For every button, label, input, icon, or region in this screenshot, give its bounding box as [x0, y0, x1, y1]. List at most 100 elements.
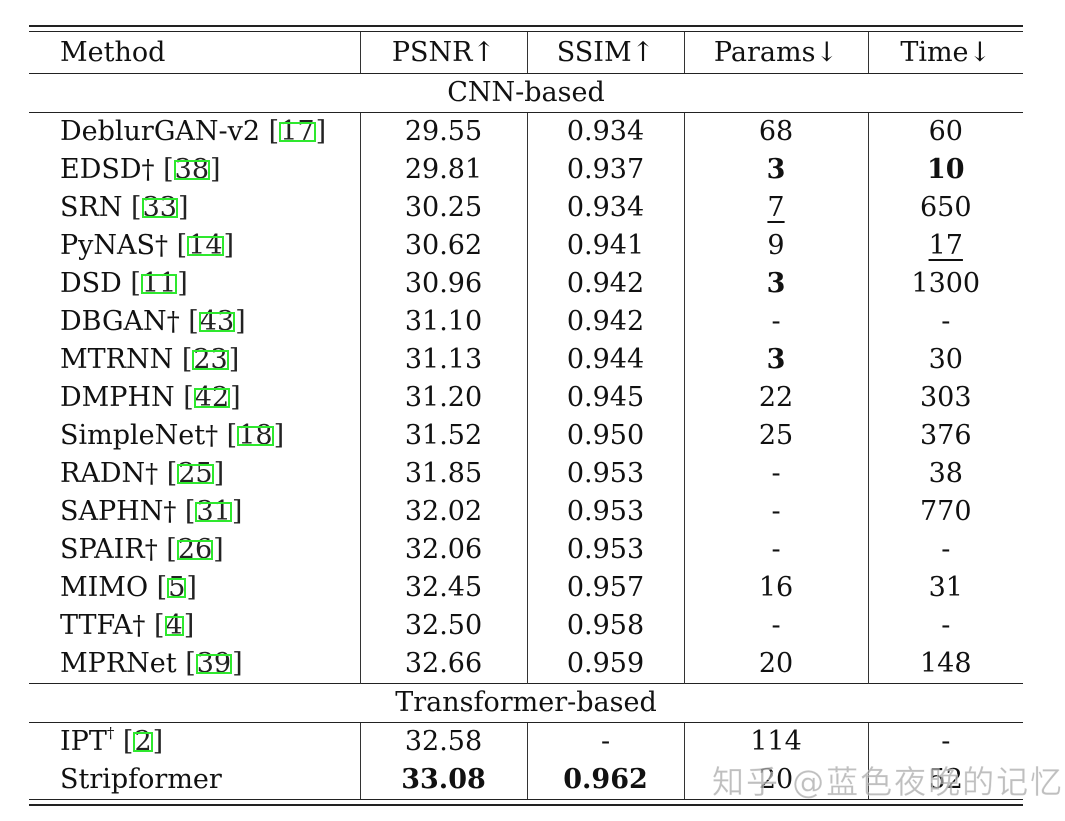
ssim-value: 0.953 — [566, 458, 645, 489]
method-name: SAPHN — [60, 496, 164, 527]
time-cell: 1300 — [867, 265, 1023, 303]
ssim-cell: 0.958 — [526, 607, 684, 645]
time-cell: - — [867, 722, 1023, 761]
time-cell: 303 — [867, 379, 1023, 417]
params-value: 3 — [766, 268, 786, 299]
citation-link[interactable]: [14] — [168, 230, 235, 261]
psnr-cell: 32.06 — [359, 531, 527, 569]
psnr-cell: 31.13 — [359, 341, 527, 379]
ssim-cell: 0.937 — [526, 151, 684, 189]
time-value: - — [941, 306, 951, 337]
method-name: PyNAS — [60, 230, 156, 261]
psnr-cell: 29.81 — [359, 151, 527, 189]
psnr-cell: 31.10 — [359, 303, 527, 341]
citation-link[interactable]: [39] — [176, 648, 243, 679]
params-value: 9 — [767, 230, 785, 261]
time-value: - — [941, 610, 951, 641]
citation-link[interactable]: [38] — [154, 154, 221, 185]
citation-number[interactable]: 17 — [279, 116, 316, 147]
citation-number[interactable]: 31 — [195, 496, 232, 527]
citation-number[interactable]: 2 — [133, 726, 153, 757]
params-value: 22 — [758, 382, 794, 413]
citation-link[interactable]: [33] — [122, 192, 189, 223]
table-row: SAPHN† [31] 32.02 0.953 - 770 — [29, 493, 1023, 531]
citation-link[interactable]: [4] — [145, 610, 195, 641]
params-cell: 22 — [683, 379, 868, 417]
table-row: TTFA† [4] 32.50 0.958 - - — [29, 607, 1023, 645]
citation-number[interactable]: 5 — [167, 572, 187, 603]
citation-link[interactable]: [18] — [218, 420, 285, 451]
psnr-value: 31.85 — [404, 458, 483, 489]
psnr-value: 30.25 — [404, 192, 483, 223]
table-row: DMPHN [42] 31.20 0.945 22 303 — [29, 379, 1023, 417]
params-value: 114 — [750, 726, 802, 757]
ssim-value: 0.934 — [566, 192, 645, 223]
method-name: TTFA — [60, 610, 133, 641]
params-cell: 68 — [683, 112, 868, 151]
time-cell: - — [867, 531, 1023, 569]
method-name: MTRNN — [60, 344, 174, 375]
params-value: - — [771, 610, 781, 641]
citation-link[interactable]: [17] — [260, 116, 327, 147]
params-value: 3 — [766, 154, 786, 185]
citation-number[interactable]: 14 — [187, 230, 224, 261]
psnr-cell: 33.08 — [359, 761, 527, 800]
group-label: CNN-based — [29, 73, 1023, 113]
citation-link[interactable]: [26] — [157, 534, 224, 565]
citation-number[interactable]: 39 — [195, 648, 233, 679]
ssim-cell: 0.953 — [526, 455, 684, 493]
time-value: 31 — [928, 572, 963, 603]
citation-number[interactable]: 18 — [237, 420, 274, 451]
citation-link[interactable]: [25] — [158, 458, 225, 489]
ssim-value: 0.958 — [566, 610, 645, 641]
method-name: DSD — [60, 268, 122, 299]
citation-number[interactable]: 38 — [173, 154, 210, 185]
citation-number[interactable]: 11 — [140, 268, 178, 299]
citation-number[interactable]: 26 — [176, 534, 214, 565]
time-value: 1300 — [911, 268, 981, 299]
psnr-cell: 31.20 — [359, 379, 527, 417]
psnr-cell: 30.25 — [359, 189, 527, 227]
citation-link[interactable]: [43] — [179, 306, 246, 337]
method-cell: SPAIR† [26] — [29, 531, 360, 569]
params-cell: - — [683, 607, 868, 645]
citation-number[interactable]: 42 — [193, 382, 231, 413]
psnr-value: 32.50 — [404, 610, 483, 641]
params-value: 20 — [758, 764, 794, 795]
params-value: 20 — [758, 648, 794, 679]
method-name: DBGAN — [60, 306, 167, 337]
table-row: SRN [33] 30.25 0.934 7 650 — [29, 189, 1023, 227]
table-row: PyNAS† [14] 30.62 0.941 9 17 — [29, 227, 1023, 265]
citation-number[interactable]: 23 — [192, 344, 229, 375]
psnr-value: 31.13 — [404, 344, 483, 375]
group-header-row: Transformer-based — [29, 683, 1023, 723]
method-name: SPAIR — [60, 534, 145, 565]
dagger-mark: † — [106, 724, 115, 742]
ssim-cell: - — [526, 722, 684, 761]
time-cell: 770 — [867, 493, 1023, 531]
psnr-value: 32.66 — [404, 648, 483, 679]
method-cell: IPT† [2] — [29, 723, 360, 762]
citation-link[interactable]: [2] — [114, 726, 164, 757]
citation-link[interactable]: [31] — [176, 496, 243, 527]
citation-number[interactable]: 25 — [177, 458, 214, 489]
method-cell: SRN [33] — [29, 189, 360, 227]
method-name: SimpleNet — [60, 420, 206, 451]
citation-link[interactable]: [11] — [121, 268, 188, 299]
params-cell: - — [683, 455, 868, 493]
method-cell: DMPHN [42] — [29, 379, 360, 417]
method-name: DMPHN — [60, 382, 175, 413]
params-cell: 16 — [683, 569, 868, 607]
citation-number[interactable]: 4 — [164, 610, 184, 641]
citation-link[interactable]: [23] — [173, 344, 240, 375]
ssim-value: 0.953 — [566, 534, 645, 565]
params-cell: 7 — [683, 189, 868, 227]
citation-link[interactable]: [42] — [174, 382, 241, 413]
citation-link[interactable]: [5] — [148, 572, 197, 603]
time-value: - — [941, 726, 951, 757]
params-value: 7 — [767, 192, 785, 223]
time-value: 52 — [928, 764, 963, 795]
citation-number[interactable]: 43 — [198, 306, 236, 337]
dagger-mark: † — [144, 535, 158, 565]
citation-number[interactable]: 33 — [141, 192, 178, 223]
